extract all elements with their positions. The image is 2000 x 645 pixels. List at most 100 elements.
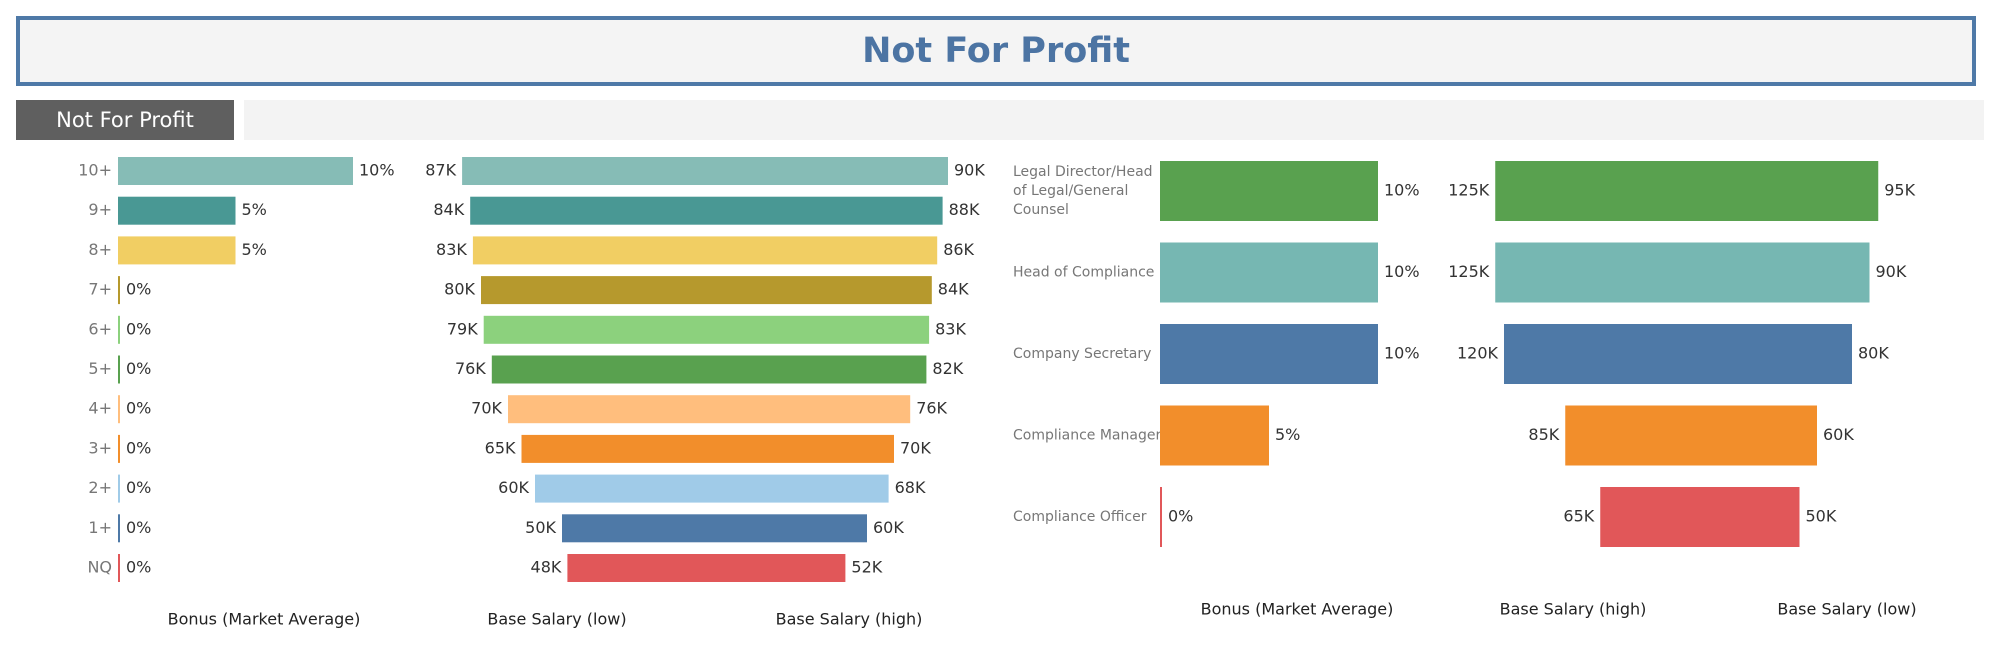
data-label: 70K	[900, 438, 931, 457]
category-label: Compliance Officer	[1013, 509, 1147, 525]
bar-role-salary-high	[1495, 161, 1713, 221]
data-label: 60K	[873, 518, 904, 537]
data-label: 80K	[1858, 344, 1889, 363]
category-label: 8+	[88, 240, 112, 259]
data-label: 60K	[498, 478, 529, 497]
data-label: 65K	[485, 438, 516, 457]
data-label: 87K	[425, 161, 456, 180]
category-label: NQ	[87, 558, 112, 577]
filter-tab-not-for-profit[interactable]: Not For Profit	[16, 100, 234, 140]
bar-bonus-2+	[118, 474, 120, 503]
axis-label-role-bonus: Bonus (Market Average)	[1201, 600, 1394, 619]
category-label: Legal Director/Head	[1013, 164, 1153, 180]
category-label: 6+	[88, 319, 112, 338]
bar-salary-low-6+	[483, 315, 701, 344]
filter-tab-strip	[244, 100, 1984, 140]
bar-bonus-8+	[118, 236, 236, 265]
data-label: 0%	[126, 359, 151, 378]
data-label: 86K	[943, 240, 974, 259]
data-label: 0%	[126, 438, 151, 457]
bar-salary-high-9+	[701, 196, 943, 225]
data-label: 82K	[932, 359, 963, 378]
bar-salary-low-4+	[508, 395, 701, 424]
bar-bonus-NQ	[118, 554, 120, 582]
bar-salary-high-3+	[701, 434, 894, 463]
bar-role-salary-low	[1713, 161, 1879, 221]
data-label: 68K	[895, 478, 926, 497]
axis-label-bonus: Bonus (Market Average)	[168, 610, 361, 629]
bar-bonus-10+	[118, 157, 353, 185]
data-label: 125K	[1448, 262, 1490, 281]
data-label: 10%	[1384, 262, 1420, 281]
axis-label-role-salary-high: Base Salary (high)	[1500, 600, 1647, 619]
data-label: 88K	[949, 200, 980, 219]
data-label: 48K	[531, 558, 562, 577]
bar-role-bonus	[1160, 242, 1378, 303]
bar-bonus-1+	[118, 514, 120, 543]
category-label: 7+	[88, 280, 112, 299]
data-label: 84K	[938, 280, 969, 299]
data-label: 50K	[1806, 507, 1837, 526]
bar-bonus-7+	[118, 276, 120, 305]
category-label: Head of Compliance	[1013, 265, 1154, 281]
bar-role-salary-high	[1495, 242, 1713, 303]
bar-bonus-9+	[118, 196, 236, 225]
bar-role-bonus	[1160, 487, 1162, 547]
axis-label-salary-high: Base Salary (high)	[776, 610, 923, 629]
bar-salary-high-8+	[701, 236, 938, 265]
data-label: 52K	[851, 558, 882, 577]
bar-salary-high-2+	[701, 474, 889, 503]
bar-bonus-4+	[118, 395, 120, 424]
data-label: 76K	[916, 399, 947, 418]
bar-salary-low-10+	[462, 157, 701, 185]
bar-salary-high-4+	[701, 395, 911, 424]
bar-salary-high-1+	[701, 514, 867, 543]
bar-role-salary-high	[1600, 487, 1713, 547]
data-label: 76K	[455, 359, 486, 378]
data-label: 80K	[444, 280, 475, 299]
data-label: 84K	[433, 200, 464, 219]
bar-salary-low-8+	[472, 236, 701, 265]
bar-role-salary-low	[1713, 487, 1800, 547]
category-label: 3+	[88, 438, 112, 457]
bar-salary-high-6+	[701, 315, 930, 344]
bar-role-bonus	[1160, 405, 1269, 466]
bar-salary-low-NQ	[567, 554, 701, 582]
page-title: Not For Profit	[862, 31, 1130, 71]
data-label: 0%	[126, 558, 151, 577]
bar-salary-low-5+	[491, 355, 701, 384]
data-label: 70K	[471, 399, 502, 418]
data-label: 90K	[1876, 262, 1907, 281]
category-label: Company Secretary	[1013, 346, 1151, 362]
axis-label-role-salary-low: Base Salary (low)	[1777, 600, 1916, 619]
category-label: Counsel	[1013, 202, 1069, 218]
data-label: 120K	[1457, 344, 1499, 363]
data-label: 0%	[126, 280, 151, 299]
data-label: 65K	[1563, 507, 1594, 526]
category-label: 1+	[88, 518, 112, 537]
data-label: 10%	[359, 161, 395, 180]
bar-salary-low-2+	[535, 474, 701, 503]
axis-label-salary-low: Base Salary (low)	[487, 610, 626, 629]
data-label: 0%	[126, 319, 151, 338]
data-label: 90K	[954, 161, 985, 180]
category-label: 5+	[88, 359, 112, 378]
data-label: 10%	[1384, 181, 1420, 200]
data-label: 83K	[436, 240, 467, 259]
data-label: 60K	[1823, 425, 1854, 444]
bar-salary-high-NQ	[701, 554, 846, 582]
data-label: 5%	[242, 240, 267, 259]
data-label: 5%	[1275, 425, 1300, 444]
data-label: 0%	[126, 478, 151, 497]
category-label: 10+	[78, 161, 112, 180]
data-label: 0%	[126, 518, 151, 537]
data-label: 125K	[1448, 181, 1490, 200]
bar-role-bonus	[1160, 324, 1378, 384]
bar-role-salary-high	[1504, 324, 1713, 384]
bar-role-salary-low	[1713, 242, 1870, 303]
title-banner: Not For Profit	[16, 16, 1976, 86]
bar-salary-low-7+	[481, 276, 701, 305]
category-label: of Legal/General	[1013, 183, 1128, 199]
bar-salary-low-1+	[562, 514, 701, 543]
